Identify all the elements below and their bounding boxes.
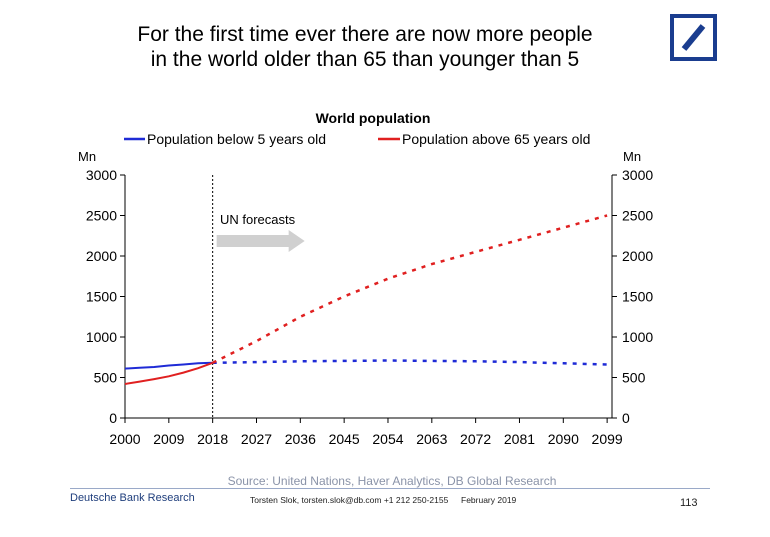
series-line-historical-0 [124, 361, 213, 370]
chart-title: World population [316, 110, 431, 126]
y-axis-unit-left: Mn [78, 149, 96, 164]
y-tick-label-right: 1500 [622, 289, 653, 305]
x-tick-label: 2000 [109, 431, 140, 447]
y-tick-label-right: 0 [622, 410, 630, 426]
x-tick-label: 2009 [153, 431, 184, 447]
deutsche-bank-logo-icon [670, 14, 717, 61]
chart-series [124, 214, 608, 385]
y-tick-label-left: 1000 [86, 329, 117, 345]
footer-divider [70, 488, 710, 489]
x-tick-label: 2027 [241, 431, 272, 447]
slide-headline: For the first time ever there are now mo… [60, 22, 670, 72]
x-tick-label: 2036 [285, 431, 316, 447]
world-population-chart: World population Population below 5 year… [78, 110, 654, 488]
legend-label-below5: Population below 5 years old [147, 131, 326, 147]
y-tick-label-left: 2000 [86, 248, 117, 264]
x-tick-label: 2063 [416, 431, 447, 447]
y-tick-label-right: 2000 [622, 248, 653, 264]
x-tick-label: 2045 [329, 431, 360, 447]
footer-contact: Torsten Slok, torsten.slok@db.com +1 212… [250, 495, 449, 505]
y-tick-label-left: 1500 [86, 289, 117, 305]
y-tick-label-left: 3000 [86, 167, 117, 183]
x-tick-label: 2054 [372, 431, 403, 447]
y-axis-unit-right: Mn [623, 149, 641, 164]
x-tick-label: 2018 [197, 431, 228, 447]
y-tick-label-left: 500 [94, 370, 118, 386]
chart-axes: 0 0 500 500 1000 1000 1500 1500 2000 2000 2500 2500… [86, 167, 654, 447]
y-tick-label-right: 3000 [622, 167, 653, 183]
y-tick-label-left: 2500 [86, 208, 117, 224]
chart-source: Source: United Nations, Haver Analytics,… [228, 474, 557, 488]
forecast-annotation: UN forecasts [220, 212, 296, 227]
forecast-annotation-label: UN forecasts [220, 212, 296, 227]
chart-legend: Population below 5 years old Population … [124, 131, 590, 147]
x-tick-label: 2081 [504, 431, 535, 447]
y-tick-label-right: 2500 [622, 208, 653, 224]
y-tick-label-left: 0 [109, 410, 117, 426]
headline-line-2: in the world older than 65 than younger … [150, 48, 580, 71]
forecast-arrow-icon [216, 230, 305, 252]
series-line-forecast-1 [212, 214, 608, 364]
y-tick-label-right: 500 [622, 370, 646, 386]
series-line-forecast-0 [212, 359, 608, 366]
legend-label-above65: Population above 65 years old [402, 131, 590, 147]
headline-line-1: For the first time ever there are now mo… [137, 23, 593, 46]
footer-date: February 2019 [461, 495, 517, 505]
x-tick-label: 2099 [592, 431, 623, 447]
y-tick-label-right: 1000 [622, 329, 653, 345]
x-tick-label: 2072 [460, 431, 491, 447]
series-line-historical-1 [124, 361, 214, 385]
x-tick-label: 2090 [548, 431, 579, 447]
footer-page-number: 113 [680, 497, 698, 509]
footer-brand: Deutsche Bank Research [70, 492, 195, 504]
